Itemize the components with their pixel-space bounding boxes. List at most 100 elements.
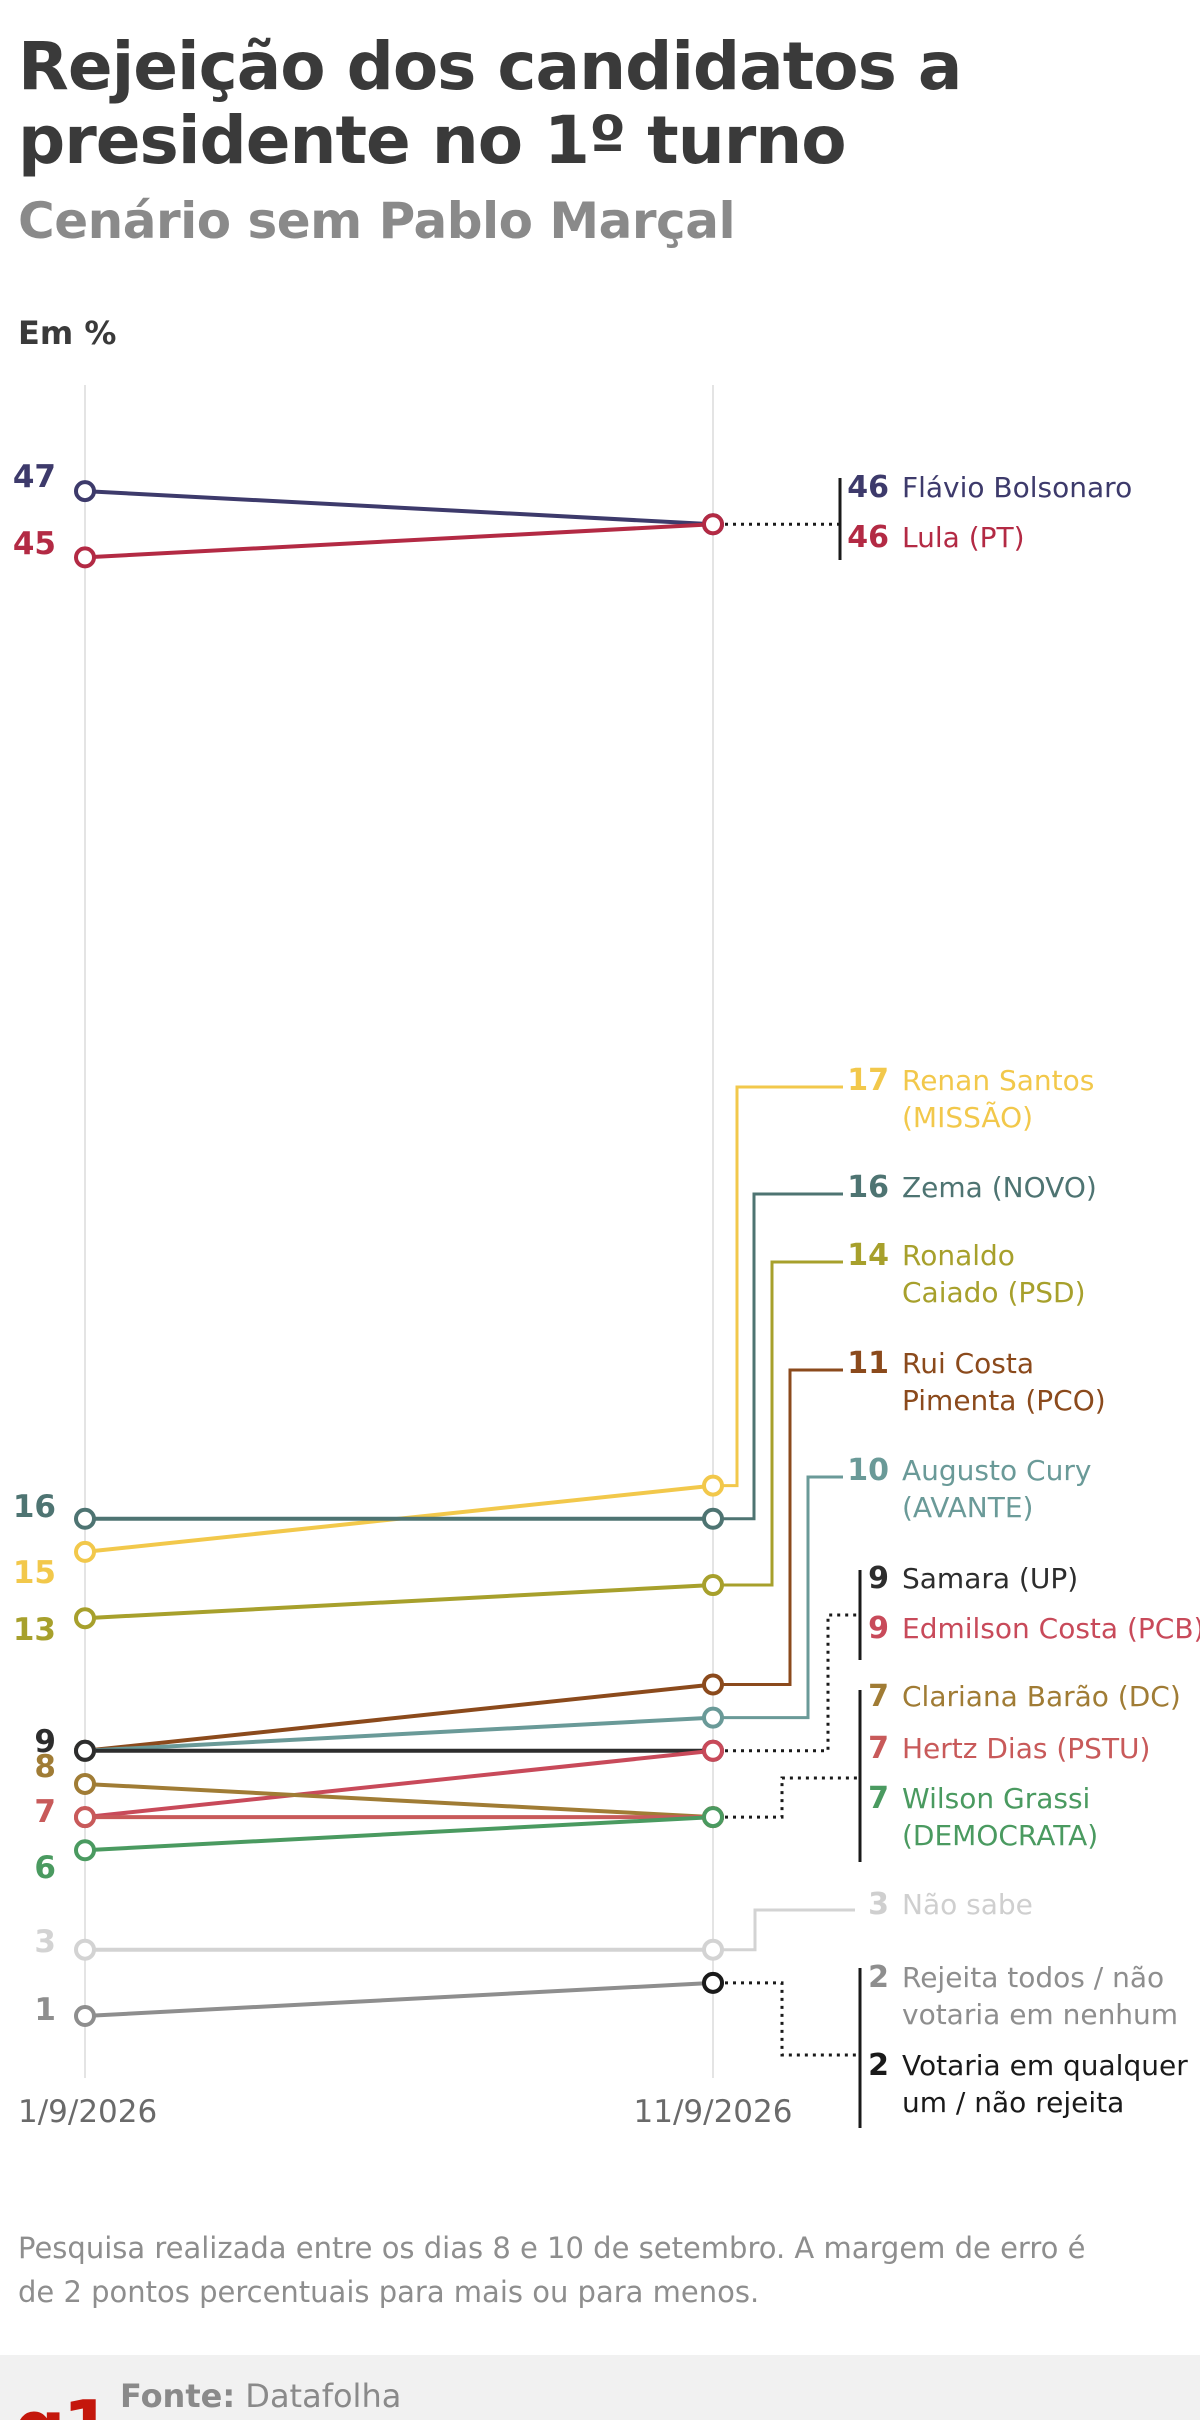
end-label-value-6: 11 bbox=[847, 1346, 889, 1381]
source-label: Fonte: bbox=[120, 2377, 236, 2415]
series-line-1 bbox=[84, 489, 714, 527]
label-connector-1 bbox=[723, 1085, 843, 1488]
series-line-5 bbox=[84, 1583, 714, 1621]
series-point-8-1 bbox=[74, 1739, 96, 1762]
series-point-15-2 bbox=[702, 1971, 724, 1994]
end-label-name-6-1: Rui Costa bbox=[902, 1347, 1034, 1380]
start-value-label-1: 47 bbox=[13, 459, 56, 495]
series-point-13-1 bbox=[74, 1938, 96, 1961]
unit-label: Em % bbox=[18, 314, 117, 352]
end-label-name-9-1: Edmilson Costa (PCB) bbox=[902, 1612, 1200, 1645]
series-point-3-2 bbox=[702, 1474, 724, 1497]
end-label-value-9: 9 bbox=[868, 1611, 889, 1646]
series-line-6 bbox=[84, 1682, 714, 1753]
x-tick-labels: 1/9/2026 11/9/2026 bbox=[18, 2094, 792, 2130]
series-point-12-2 bbox=[702, 1806, 724, 1829]
methodology-note: Pesquisa realizada entre os dias 8 e 10 … bbox=[18, 2231, 1086, 2309]
end-label-name-7-1: Augusto Cury bbox=[902, 1454, 1091, 1487]
end-label-name-10-1: Clariana Barão (DC) bbox=[902, 1680, 1181, 1713]
end-label-name-8-1: Samara (UP) bbox=[902, 1562, 1078, 1595]
start-value-labels: 47 45 15 16 13 98 7 6 3 1 bbox=[13, 459, 56, 2028]
label-connectors bbox=[723, 478, 862, 2128]
end-label-name-14-2: votaria em nenhum bbox=[902, 1998, 1178, 2031]
end-label-value-14: 2 bbox=[868, 1960, 889, 1995]
series-point-4-2 bbox=[702, 1507, 724, 1530]
start-value-label-8: 9 bbox=[34, 1724, 56, 1760]
end-label-value-8: 9 bbox=[868, 1561, 889, 1596]
end-label-value-11: 7 bbox=[868, 1731, 889, 1766]
series-line-12 bbox=[84, 1815, 714, 1853]
end-label-name-13-1: Não sabe bbox=[902, 1888, 1033, 1921]
source-value: Datafolha bbox=[245, 2377, 402, 2415]
label-connector-4 bbox=[723, 1368, 843, 1686]
end-label-value-3: 17 bbox=[847, 1063, 889, 1098]
group-connector-3 bbox=[725, 1776, 860, 1819]
g1-logo: g1 bbox=[14, 2391, 113, 2420]
end-label-name-15-1: Votaria em qualquer bbox=[902, 2049, 1188, 2082]
label-connector-6 bbox=[723, 1908, 855, 1952]
end-label-value-4: 16 bbox=[847, 1170, 889, 1205]
end-label-value-12: 7 bbox=[868, 1781, 889, 1816]
end-label-name-1-1: Flávio Bolsonaro bbox=[902, 471, 1132, 504]
series-point-6-2 bbox=[702, 1673, 724, 1696]
start-value-label-13: 3 bbox=[34, 1924, 56, 1960]
series-point-5-2 bbox=[702, 1574, 724, 1597]
series-point-10-1 bbox=[74, 1772, 96, 1795]
end-label-value-2: 46 bbox=[847, 520, 889, 555]
series-points bbox=[74, 480, 724, 2027]
group-connector-4 bbox=[725, 1981, 860, 2057]
end-label-value-13: 3 bbox=[868, 1887, 889, 1922]
start-value-label-4: 16 bbox=[13, 1489, 56, 1525]
series-point-4-1 bbox=[74, 1507, 96, 1530]
end-label-value-7: 10 bbox=[847, 1453, 889, 1488]
start-value-label-12: 6 bbox=[34, 1850, 56, 1886]
end-label-value-1: 46 bbox=[847, 470, 889, 505]
end-label-name-5-1: Ronaldo bbox=[902, 1239, 1015, 1272]
chart-subtitle: Cenário sem Pablo Marçal bbox=[18, 192, 736, 250]
chart-axes bbox=[84, 385, 714, 2078]
series-point-1-1 bbox=[74, 480, 96, 503]
label-connector-5 bbox=[723, 1475, 843, 1720]
end-value-labels: 46 Flávio Bolsonaro 46 Lula (PT) 17 Renan San… bbox=[847, 470, 1200, 2119]
start-value-label-5: 13 bbox=[13, 1612, 56, 1648]
end-label-name-12-2: (DEMOCRATA) bbox=[902, 1819, 1098, 1852]
x-tick-label-1: 1/9/2026 bbox=[18, 2094, 157, 2130]
end-label-value-15: 2 bbox=[868, 2048, 889, 2083]
end-label-name-15-2: um / não rejeita bbox=[902, 2086, 1124, 2119]
end-label-name-12-1: Wilson Grassi bbox=[902, 1782, 1090, 1815]
end-label-name-11-1: Hertz Dias (PSTU) bbox=[902, 1732, 1150, 1765]
end-label-name-3-2: (MISSÃO) bbox=[902, 1101, 1033, 1134]
start-value-label-14: 1 bbox=[34, 1992, 56, 2028]
end-label-name-5-2: Caiado (PSD) bbox=[902, 1276, 1086, 1309]
series-lines bbox=[84, 489, 714, 2018]
start-value-label-2: 45 bbox=[13, 526, 56, 562]
end-label-value-10: 7 bbox=[868, 1679, 889, 1714]
x-tick-label-2: 11/9/2026 bbox=[634, 2094, 793, 2130]
series-point-7-2 bbox=[702, 1706, 724, 1729]
series-point-2-2 bbox=[702, 513, 724, 536]
end-label-value-5: 14 bbox=[847, 1238, 889, 1273]
end-label-name-7-2: (AVANTE) bbox=[902, 1491, 1033, 1524]
end-label-name-2-1: Lula (PT) bbox=[902, 521, 1025, 554]
end-label-name-6-2: Pimenta (PCO) bbox=[902, 1384, 1106, 1417]
footer: g1 Fonte: Datafolha bbox=[0, 2355, 1200, 2420]
start-value-label-3: 15 bbox=[13, 1555, 56, 1591]
series-point-13-2 bbox=[702, 1938, 724, 1961]
series-point-12-1 bbox=[74, 1839, 96, 1862]
series-line-7 bbox=[84, 1715, 714, 1753]
series-point-11-1 bbox=[74, 1806, 96, 1829]
start-value-label-11: 7 bbox=[34, 1794, 56, 1830]
series-line-9 bbox=[84, 1748, 714, 1820]
end-label-name-3-1: Renan Santos bbox=[902, 1064, 1094, 1097]
end-label-name-4-1: Zema (NOVO) bbox=[902, 1171, 1097, 1204]
group-connector-2 bbox=[725, 1613, 860, 1753]
series-line-10 bbox=[84, 1781, 714, 1820]
series-point-5-1 bbox=[74, 1607, 96, 1630]
series-point-3-1 bbox=[74, 1540, 96, 1563]
series-point-2-1 bbox=[74, 546, 96, 569]
chart-title: Rejeição dos candidatos a presidente no … bbox=[18, 28, 962, 179]
label-connector-3 bbox=[723, 1260, 843, 1587]
source-line: Fonte: Datafolha bbox=[120, 2377, 401, 2415]
series-line-14 bbox=[84, 1980, 714, 2018]
